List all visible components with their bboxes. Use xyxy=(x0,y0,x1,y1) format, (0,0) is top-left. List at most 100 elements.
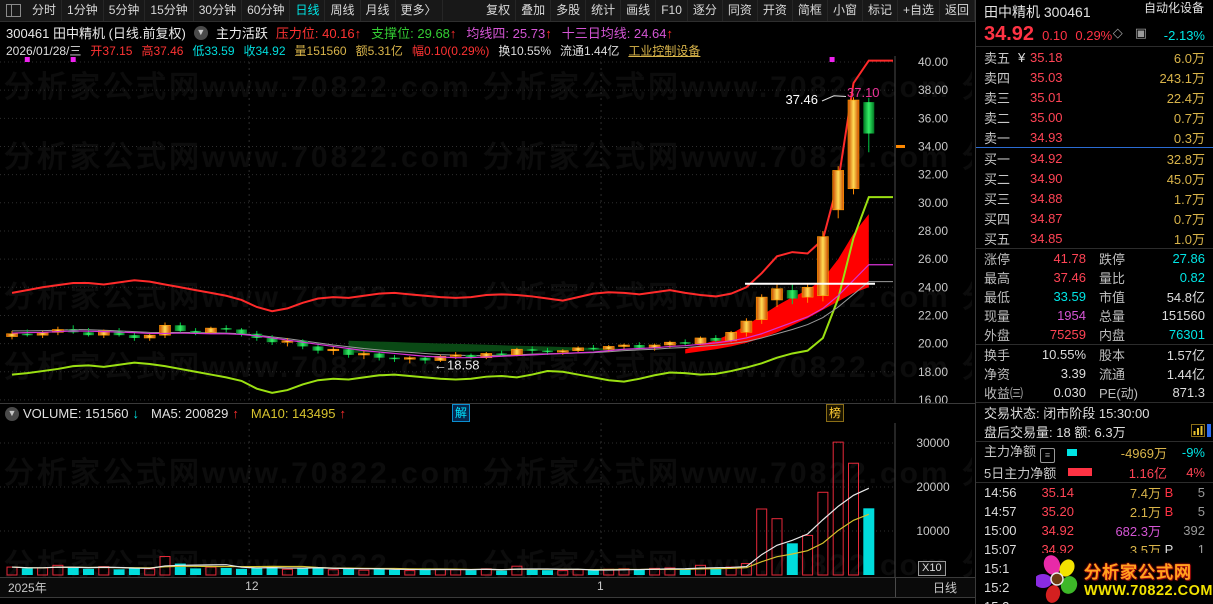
tick-row[interactable]: 15:2 xyxy=(984,580,1010,595)
stock-title: 300461 田中精机 (日线.前复权) xyxy=(6,26,186,41)
period-tab-time[interactable]: 分时 xyxy=(27,0,63,21)
stat-row: 外盘 75259 内盘 76301 xyxy=(984,327,1205,343)
period-tab-week[interactable]: 周线 xyxy=(325,0,361,21)
svg-text:36.00: 36.00 xyxy=(918,111,948,125)
date-axis-label: 1 xyxy=(597,579,604,593)
toolbar-tongzi-button[interactable]: 同资 xyxy=(723,0,758,21)
period-tab-30min[interactable]: 30分钟 xyxy=(194,0,243,21)
chart-badge[interactable]: 榜 xyxy=(826,404,844,422)
toolbar-overlay-button[interactable]: 叠加 xyxy=(516,0,552,21)
ask-row[interactable]: 卖四 35.03 243.1万 xyxy=(984,69,1205,86)
tick-row[interactable]: 15:00 34.92 682.3万 392 xyxy=(984,523,1205,539)
scrollbar-thumb[interactable] xyxy=(1207,424,1211,437)
toolbar-statistics-button[interactable]: 统计 xyxy=(586,0,622,21)
stat-row: 净资 3.39 流通 1.44亿 xyxy=(984,366,1205,382)
period-tab-month[interactable]: 月线 xyxy=(361,0,396,21)
layout-split-icon[interactable] xyxy=(6,4,21,17)
collapse-chevron-icon[interactable]: ▼ xyxy=(5,406,19,421)
toolbar-f10-button[interactable]: F10 xyxy=(656,0,688,21)
metric-0: 压力位: 40.16↑ xyxy=(275,26,362,41)
ohlc-seg-9: 流通1.44亿 xyxy=(560,43,620,58)
svg-text:18.00: 18.00 xyxy=(918,365,948,379)
tick-row[interactable]: 15:1 xyxy=(984,561,1010,576)
svg-text:24.00: 24.00 xyxy=(918,280,948,294)
industry-change-pct: -2.13% xyxy=(1163,28,1205,43)
metric-3: 十三日均线: 24.64↑ xyxy=(561,26,673,41)
ohlc-seg-3: 低33.59 xyxy=(192,43,235,58)
price-change-pct: 0.29% xyxy=(1075,28,1113,43)
bar-chart-icon[interactable] xyxy=(1191,423,1205,440)
toolbar-mark-button[interactable]: 标记 xyxy=(863,0,898,21)
ohlc-seg-10: 工业控制设备 xyxy=(628,43,701,58)
stat-row: 收益㈢ 0.030 PE(动) 871.3 xyxy=(984,385,1205,401)
quote-stats: 涨停 41.78 跌停 27.86 最高 37.46 量比 0.82 最低 33.59 市值 54.8… xyxy=(976,249,1213,344)
svg-text:30.00: 30.00 xyxy=(918,196,948,210)
ohlc-seg-0: 2026/01/28/三 xyxy=(6,43,82,58)
svg-text:20.00: 20.00 xyxy=(918,337,948,351)
quote-panel: 田中精机 300461 自动化设备 34.92 0.10 0.29% -2.13… xyxy=(975,0,1213,604)
flow-swatch xyxy=(1068,468,1093,476)
bid-row[interactable]: 买四 34.87 0.7万 xyxy=(984,210,1205,227)
period-tab-15min[interactable]: 15分钟 xyxy=(145,0,194,21)
tick-row[interactable]: 15:2 xyxy=(976,597,1213,604)
period-tab-60min[interactable]: 60分钟 xyxy=(242,0,291,21)
ohlc-seg-6: 额5.31亿 xyxy=(355,43,403,58)
toolbar-multi-stock-button[interactable]: 多股 xyxy=(551,0,587,21)
svg-text:20000: 20000 xyxy=(916,480,950,494)
bid-row[interactable]: 买二 34.90 45.0万 xyxy=(984,170,1205,187)
money-flow-row: 5日主力净额 1.16亿 4% xyxy=(984,464,1205,481)
svg-text:16.00: 16.00 xyxy=(918,393,948,403)
ma5-label: MA5: 200829 xyxy=(151,406,229,421)
money-flow-row: 主力净额 ≡ -4969万 -9% xyxy=(976,442,1213,463)
tick-row[interactable]: 14:57 35.20 2.1万 B 5 xyxy=(984,504,1205,520)
toolbar-simple-frame-button[interactable]: 简框 xyxy=(793,0,828,21)
period-tab-5min[interactable]: 5分钟 xyxy=(104,0,146,21)
toolbar-kaizi-button[interactable]: 开资 xyxy=(758,0,793,21)
toolbar-add-watchlist-button[interactable]: +自选 xyxy=(898,0,940,21)
period-tab-day[interactable]: 日线 xyxy=(290,0,326,21)
ohlc-seg-5: 量151560 xyxy=(294,43,347,58)
toolbar-actions: 复权 叠加 多股 统计 画线 F10 逐分 同资 开资 简框 小窗 标记 +自选 返回 xyxy=(481,0,975,21)
toolbar-draw-line-button[interactable]: 画线 xyxy=(621,0,657,21)
toolbar-back-button[interactable]: 返回 xyxy=(940,0,975,21)
list-icon[interactable]: ≡ xyxy=(1040,448,1056,463)
date-axis[interactable]: 日线 2025年 12 1 xyxy=(0,577,975,598)
svg-text:38.00: 38.00 xyxy=(918,83,948,97)
chevron-down-icon[interactable]: ▼ xyxy=(193,25,208,40)
ohlc-seg-2: 高37.46 xyxy=(141,43,184,58)
svg-text:22.00: 22.00 xyxy=(918,308,948,322)
metric-2: 均线四: 25.73↑ xyxy=(466,26,552,41)
ask-row[interactable]: 卖二 35.00 0.7万 xyxy=(984,109,1205,126)
diamond-icon[interactable]: ◇ xyxy=(1112,24,1123,40)
tick-row[interactable]: 14:56 35.14 7.4万 B 5 xyxy=(984,485,1205,501)
flower-logo-icon xyxy=(1036,554,1078,603)
ask-row[interactable]: 卖三 35.01 22.4万 xyxy=(984,89,1205,106)
svg-text:37.10: 37.10 xyxy=(847,85,880,100)
bid-row[interactable]: 买三 34.88 1.7万 xyxy=(984,190,1205,207)
svg-text:30000: 30000 xyxy=(916,436,950,450)
bid-row[interactable]: 买五 34.85 1.0万 xyxy=(984,230,1205,247)
chart-badge[interactable]: 解 xyxy=(452,404,470,422)
window-icon[interactable]: ▣ xyxy=(1134,24,1147,40)
logo-title: 分析家公式网 xyxy=(1084,563,1192,582)
toolbar-tick-by-tick-button[interactable]: 逐分 xyxy=(688,0,723,21)
period-tab-more[interactable]: 更多〉 xyxy=(396,0,443,21)
stat-row: 最高 37.46 量比 0.82 xyxy=(984,270,1205,286)
bid-row[interactable]: 买一 34.92 32.8万 xyxy=(984,150,1205,167)
ask-row[interactable]: 卖五 ¥35.18 6.0万 xyxy=(984,49,1205,66)
stat-row: 现量 1954 总量 151560 xyxy=(984,308,1205,324)
volume-scale-label: X10 xyxy=(918,561,946,576)
ohlc-seg-4: 收34.92 xyxy=(243,43,286,58)
logo-url: WWW.70822.COM xyxy=(1084,583,1213,599)
stock-info-bar: 300461 田中精机 (日线.前复权) ▼ 主力活跃 压力位: 40.16↑ 支… xyxy=(0,22,975,43)
ohlc-seg-7: 幅0.10(0.29%) xyxy=(411,43,490,58)
ask-row[interactable]: 卖一 34.93 0.3万 xyxy=(984,129,1205,146)
price-change: 0.10 xyxy=(1042,28,1068,43)
industry-label[interactable]: 自动化设备 xyxy=(1143,1,1204,15)
ohlc-seg-1: 开37.15 xyxy=(90,43,133,58)
toolbar-mini-window-button[interactable]: 小窗 xyxy=(828,0,863,21)
toolbar-adjust-button[interactable]: 复权 xyxy=(481,0,517,21)
svg-text:32.00: 32.00 xyxy=(918,168,948,182)
period-tab-1min[interactable]: 1分钟 xyxy=(62,0,104,21)
stat-row: 最低 33.59 市值 54.8亿 xyxy=(984,289,1205,305)
